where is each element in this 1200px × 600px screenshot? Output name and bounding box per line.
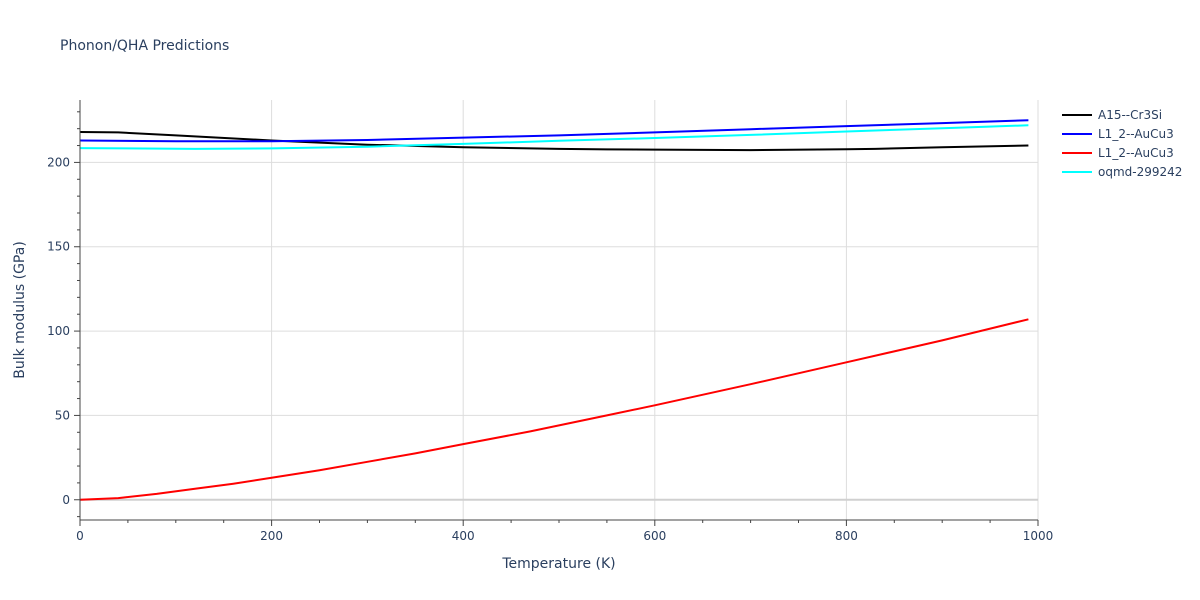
legend-item-2[interactable]: L1_2--AuCu3 xyxy=(1062,127,1174,141)
y-tick-label: 200 xyxy=(47,155,70,169)
grid-lines xyxy=(80,100,1039,520)
legend[interactable]: A15--Cr3Si L1_2--AuCu3 L1_2--AuCu3 oqmd-299… xyxy=(1062,108,1182,179)
y-tick-label: 50 xyxy=(55,408,70,422)
series-line-1 xyxy=(79,131,1029,152)
y-tick-label: 150 xyxy=(47,240,70,254)
series-line-2 xyxy=(79,119,1029,143)
x-axis-title: Temperature (K) xyxy=(501,556,615,572)
x-tick-label: 200 xyxy=(260,529,283,543)
axes: 0 200 400 600 800 1000 0 50 100 150 200 xyxy=(47,100,1053,543)
series-line-3 xyxy=(79,318,1029,501)
legend-label: A15--Cr3Si xyxy=(1098,108,1162,122)
legend-label: L1_2--AuCu3 xyxy=(1098,146,1174,160)
series-group xyxy=(79,119,1029,501)
legend-label: L1_2--AuCu3 xyxy=(1098,127,1174,141)
y-axis-title: Bulk modulus (GPa) xyxy=(12,241,28,379)
x-tick-label: 800 xyxy=(835,529,858,543)
series-line-4 xyxy=(79,124,1029,150)
legend-item-4[interactable]: oqmd-299242 xyxy=(1062,165,1182,179)
legend-item-1[interactable]: A15--Cr3Si xyxy=(1062,108,1162,122)
chart-title: Phonon/QHA Predictions xyxy=(60,38,229,54)
legend-item-3[interactable]: L1_2--AuCu3 xyxy=(1062,146,1174,160)
x-tick-label: 600 xyxy=(643,529,666,543)
x-tick-label: 400 xyxy=(452,529,475,543)
legend-label: oqmd-299242 xyxy=(1098,165,1182,179)
y-tick-label: 100 xyxy=(47,324,70,338)
x-tick-label: 1000 xyxy=(1023,529,1054,543)
x-tick-label: 0 xyxy=(76,529,84,543)
y-tick-label: 0 xyxy=(62,493,70,507)
